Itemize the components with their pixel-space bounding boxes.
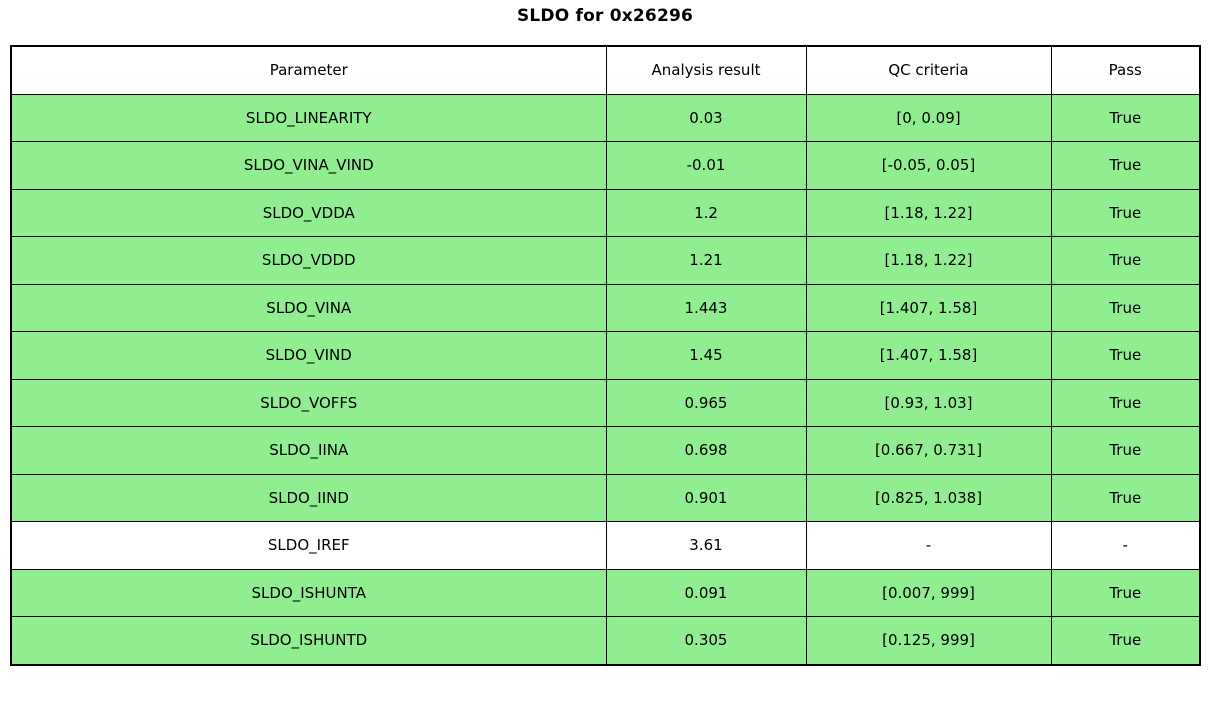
pass-cell: True [1050, 426, 1201, 475]
qc-criteria-cell: [1.407, 1.58] [805, 283, 1052, 332]
analysis-result-cell: 1.2 [605, 188, 807, 237]
qc-criteria-cell: [1.18, 1.22] [805, 188, 1052, 237]
table-row: SLDO_IIND 0.901 [0.825, 1.038] True [10, 473, 1201, 522]
analysis-result-cell: 0.698 [605, 426, 807, 475]
pass-cell: True [1050, 93, 1201, 142]
table-row: SLDO_IREF 3.61- - [10, 521, 1201, 570]
table-row: SLDO_VINA_VIND -0.01 [-0.05, 0.05] True [10, 141, 1201, 190]
parameter-cell: SLDO_VOFFS [10, 378, 607, 427]
qc-results-table: Parameter Analysis result QC criteria Pa… [10, 45, 1201, 666]
table-row: SLDO_IINA 0.698 [0.667, 0.731] True [10, 426, 1201, 475]
page-title: SLDO for 0x26296 [516, 6, 694, 26]
pass-cell: True [1050, 188, 1201, 237]
parameter-cell: SLDO_LINEARITY [10, 93, 607, 142]
table-row: SLDO_VDDA 1.2 [1.18, 1.22] True [10, 188, 1201, 237]
analysis-result-cell: 0.965 [605, 378, 807, 427]
qc-criteria-cell: - [805, 521, 1052, 570]
table-row: SLDO_LINEARITY 0.03 [0, 0.09] True [10, 93, 1201, 142]
qc-criteria-cell: [0.125, 999] [805, 616, 1052, 665]
pass-cell: True [1050, 331, 1201, 380]
qc-criteria-cell: [0, 0.09] [805, 93, 1052, 142]
pass-cell: True [1050, 616, 1201, 665]
parameter-cell: SLDO_IINA [10, 426, 607, 475]
table-row: SLDO_ISHUNTD 0.305 [0.125, 999] True [10, 616, 1201, 665]
column-header-pass: Pass [1050, 45, 1201, 95]
analysis-result-cell: 1.21 [605, 236, 807, 285]
analysis-result-cell: -0.01 [605, 141, 807, 190]
qc-criteria-cell: [0.825, 1.038] [805, 473, 1052, 522]
column-header-parameter: Parameter [10, 45, 607, 95]
qc-criteria-cell: [1.18, 1.22] [805, 236, 1052, 285]
parameter-cell: SLDO_IREF [10, 521, 607, 570]
pass-cell: True [1050, 568, 1201, 617]
qc-criteria-cell: [1.407, 1.58] [805, 331, 1052, 380]
table-row: SLDO_VIND 1.45 [1.407, 1.58] True [10, 331, 1201, 380]
parameter-cell: SLDO_ISHUNTA [10, 568, 607, 617]
pass-cell: True [1050, 236, 1201, 285]
analysis-result-cell: 0.901 [605, 473, 807, 522]
pass-cell: True [1050, 283, 1201, 332]
parameter-cell: SLDO_VINA_VIND [10, 141, 607, 190]
analysis-result-cell: 0.03 [605, 93, 807, 142]
qc-criteria-cell: [0.93, 1.03] [805, 378, 1052, 427]
analysis-result-cell: 0.305 [605, 616, 807, 665]
parameter-cell: SLDO_VIND [10, 331, 607, 380]
column-header-qc-criteria: QC criteria [805, 45, 1052, 95]
qc-criteria-cell: [-0.05, 0.05] [805, 141, 1052, 190]
pass-cell: True [1050, 473, 1201, 522]
parameter-cell: SLDO_ISHUNTD [10, 616, 607, 665]
table-row: SLDO_VOFFS 0.965 [0.93, 1.03] True [10, 378, 1201, 427]
qc-criteria-cell: [0.667, 0.731] [805, 426, 1052, 475]
header-row: Parameter Analysis result QC criteria Pa… [10, 45, 1201, 95]
parameter-cell: SLDO_VDDA [10, 188, 607, 237]
parameter-cell: SLDO_VDDD [10, 236, 607, 285]
pass-cell: - [1050, 521, 1201, 570]
analysis-result-cell: 1.443 [605, 283, 807, 332]
table-row: SLDO_ISHUNTA 0.091 [0.007, 999] True [10, 568, 1201, 617]
table-row: SLDO_VINA 1.443 [1.407, 1.58] True [10, 283, 1201, 332]
analysis-result-cell: 1.45 [605, 331, 807, 380]
parameter-cell: SLDO_VINA [10, 283, 607, 332]
pass-cell: True [1050, 141, 1201, 190]
qc-criteria-cell: [0.007, 999] [805, 568, 1052, 617]
column-header-analysis-result: Analysis result [605, 45, 807, 95]
analysis-result-cell: 0.091 [605, 568, 807, 617]
pass-cell: True [1050, 378, 1201, 427]
table-row: SLDO_VDDD 1.21 [1.18, 1.22] True [10, 236, 1201, 285]
table-body: SLDO_LINEARITY 0.03 [0, 0.09] True SLDO_VINA… [10, 93, 1201, 665]
parameter-cell: SLDO_IIND [10, 473, 607, 522]
analysis-result-cell: 3.61 [605, 521, 807, 570]
